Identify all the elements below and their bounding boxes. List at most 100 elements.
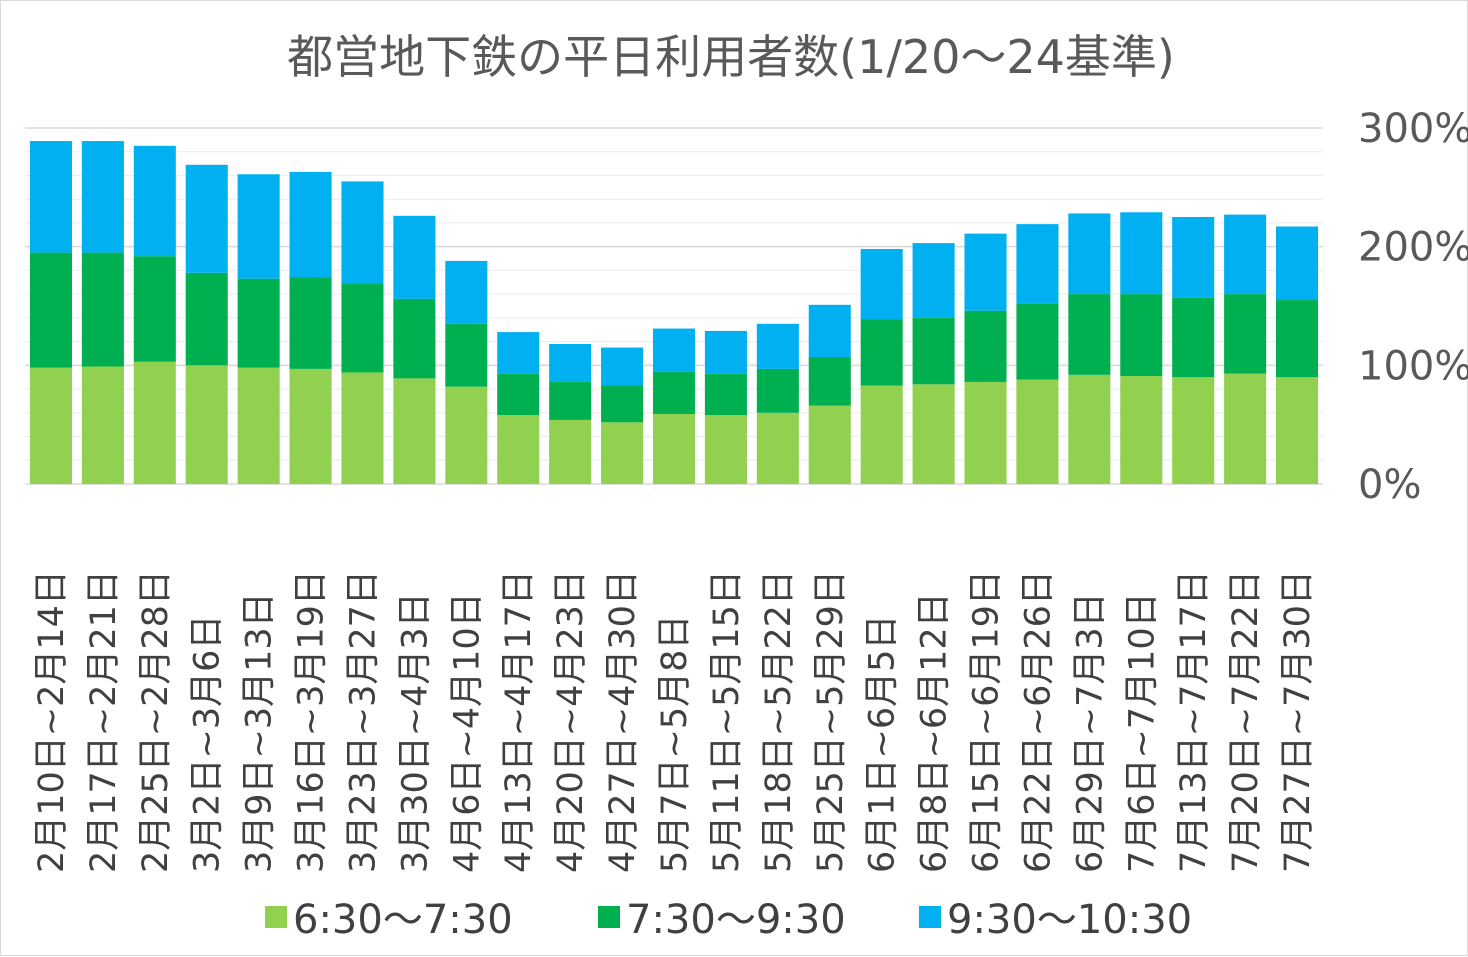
bar-segment-series3-19: [964, 233, 1007, 311]
x-tick-label: 6月8日~6月12日: [915, 592, 955, 873]
x-tick-label: 7月13日~7月17日: [1174, 570, 1214, 873]
bar-segment-series2-25: [1276, 300, 1319, 378]
bar-segment-series2-13: [652, 371, 696, 414]
bar-segment-series3-18: [912, 243, 955, 318]
bar-segment-series3-7: [341, 181, 384, 284]
bar-segment-series1-13: [652, 413, 696, 484]
bar-segment-series2-18: [912, 317, 955, 385]
bar-segment-series3-11: [549, 343, 592, 382]
bar-segment-series2-19: [964, 310, 1007, 382]
bar-segment-series2-12: [601, 385, 644, 423]
bar-segment-series2-21: [1068, 294, 1111, 375]
bar-segment-series3-9: [445, 260, 488, 324]
bar-segment-series2-20: [1016, 303, 1059, 380]
x-tick-label: 6月22日~6月26日: [1018, 570, 1058, 873]
x-tick-label: 5月11日~5月15日: [707, 570, 747, 873]
y-tick-label: 200%: [1358, 225, 1468, 271]
bar-segment-series2-22: [1120, 294, 1163, 377]
bar-segment-series3-13: [652, 328, 696, 372]
x-tick-label: 4月20日~4月23日: [551, 570, 591, 873]
bar-segment-series1-23: [1172, 377, 1215, 484]
bar-segment-series3-1: [29, 141, 72, 253]
bar-segment-series2-10: [497, 373, 540, 416]
bar-segment-series1-5: [237, 367, 280, 484]
y-tick-label: 300%: [1358, 106, 1468, 152]
x-tick-label: 5月25日~5月29日: [811, 570, 851, 873]
bar-segment-series3-21: [1068, 213, 1111, 295]
legend-swatch-1: [265, 906, 287, 928]
bar-segment-series1-21: [1068, 374, 1111, 484]
x-tick-label: 3月30日~4月3日: [395, 592, 435, 873]
bar-segment-series3-10: [497, 332, 540, 374]
x-tick-label: 2月25日~2月28日: [136, 570, 176, 873]
bar-segment-series1-25: [1276, 377, 1319, 484]
x-tick-label: 4月13日~4月17日: [499, 570, 539, 873]
bar-segment-series1-1: [29, 367, 72, 484]
bar-segment-series1-22: [1120, 376, 1163, 484]
x-tick-label: 5月18日~5月22日: [759, 570, 799, 873]
legend-swatch-2: [598, 906, 620, 928]
x-tick-label: 3月9日~3月13日: [240, 592, 280, 873]
bar-segment-series2-6: [289, 277, 332, 369]
bar-segment-series2-5: [237, 278, 280, 368]
bar-segment-series1-24: [1224, 373, 1267, 484]
bar-segment-series3-17: [860, 249, 903, 320]
x-tick-label: 6月1日~6月5日: [863, 615, 903, 873]
bar-segment-series1-4: [185, 365, 228, 484]
bar-segment-series1-11: [549, 419, 592, 484]
bar-segment-series2-14: [704, 373, 747, 416]
x-tick-label: 6月29日~7月3日: [1070, 592, 1110, 873]
bar-segment-series1-6: [289, 368, 332, 484]
bar-segment-series2-4: [185, 272, 228, 366]
bar-segment-series1-3: [133, 361, 176, 484]
bar-segment-series2-17: [860, 319, 903, 386]
bar-segment-series2-16: [808, 357, 851, 406]
bar-segment-series3-16: [808, 304, 851, 358]
bar-segment-series3-14: [704, 330, 747, 374]
x-tick-label: 2月10日~2月14日: [32, 570, 72, 873]
bar-segment-series1-9: [445, 386, 488, 484]
x-tick-label: 3月16日~3月19日: [292, 570, 332, 873]
x-tick-label: 4月6日~4月10日: [447, 592, 487, 873]
bar-segment-series2-23: [1172, 297, 1215, 378]
bar-segment-series2-7: [341, 283, 384, 373]
bar-segment-series1-12: [601, 422, 644, 484]
bar-segment-series2-2: [81, 252, 124, 367]
x-tick-label: 2月17日~2月21日: [84, 570, 124, 873]
bar-segment-series3-5: [237, 174, 280, 279]
bar-segment-series3-22: [1120, 212, 1163, 295]
x-tick-label: 7月27日~7月30日: [1278, 570, 1318, 873]
bar-segment-series2-1: [29, 252, 72, 368]
bar-segment-series3-23: [1172, 217, 1215, 298]
x-tick-label: 3月23日~3月27日: [343, 570, 383, 873]
bar-segment-series1-20: [1016, 379, 1059, 484]
bar-segment-series2-24: [1224, 294, 1267, 374]
bar-segment-series1-10: [497, 415, 540, 484]
bar-segment-series3-20: [1016, 224, 1059, 304]
bar-segment-series3-2: [81, 141, 124, 253]
legend-swatch-3: [919, 906, 941, 928]
bar-segment-series3-15: [756, 323, 799, 369]
bar-segment-series1-16: [808, 405, 851, 484]
bar-segment-series1-8: [393, 378, 436, 484]
bar-segment-series3-8: [393, 215, 436, 299]
bar-segment-series3-4: [185, 164, 228, 273]
bars: [29, 141, 1319, 484]
y-tick-label: 100%: [1358, 343, 1468, 389]
bar-segment-series3-6: [289, 171, 332, 278]
bar-segment-series3-24: [1224, 214, 1267, 295]
bar-segment-series2-9: [445, 323, 488, 387]
bar-segment-series2-8: [393, 298, 436, 379]
bar-segment-series2-15: [756, 368, 799, 413]
bar-segment-series2-3: [133, 256, 176, 362]
y-tick-label: 0%: [1358, 462, 1421, 508]
bar-segment-series1-2: [81, 366, 124, 484]
bar-segment-series1-15: [756, 412, 799, 484]
bar-segment-series3-12: [601, 347, 644, 386]
bar-segment-series2-11: [549, 381, 592, 420]
bar-segment-series1-14: [704, 415, 747, 484]
legend: 6:30～7:30 7:30～9:30 9:30～10:30: [265, 897, 1192, 943]
x-tick-label: 4月27日~4月30日: [603, 570, 643, 873]
bar-segment-series3-25: [1276, 226, 1319, 301]
